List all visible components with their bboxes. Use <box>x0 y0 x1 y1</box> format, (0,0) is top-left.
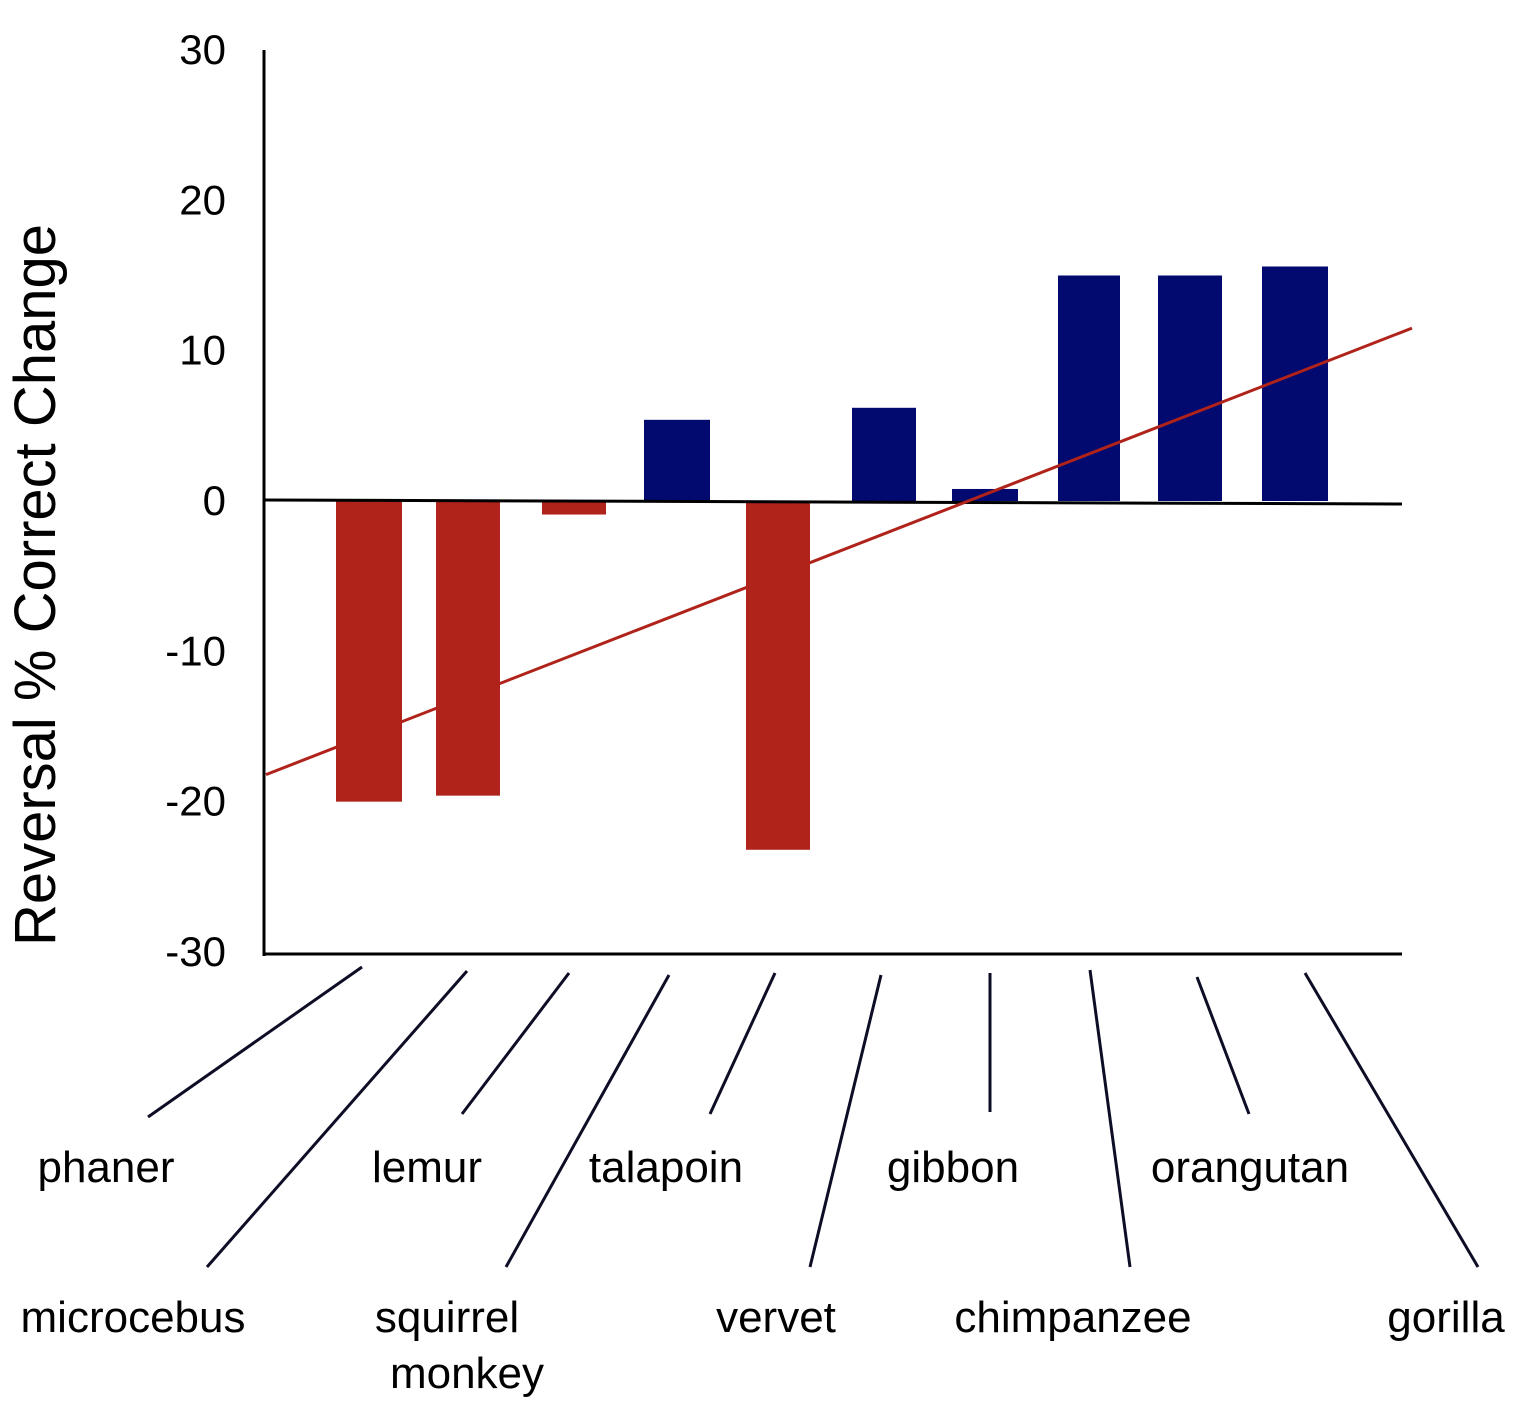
category-leader-lines <box>147 965 1480 1268</box>
y-tick-label: 30 <box>179 26 226 73</box>
leader-line-microcebus <box>205 970 469 1268</box>
category-label-squirrel-monkey: squirrel <box>375 1293 519 1342</box>
bar-phaner <box>336 501 402 802</box>
category-labels: phaner microcebus lemur squirrel monkey talap… <box>21 1143 1506 1398</box>
bar-chimpanzee <box>1058 275 1120 501</box>
leader-line-vervet <box>808 974 883 1268</box>
category-label-orangutan: orangutan <box>1151 1143 1349 1192</box>
y-axis-label: Reversal % Correct Change <box>3 224 68 946</box>
y-tick-label: 0 <box>203 477 226 524</box>
y-axis-ticks: 30 20 10 0 -10 -20 -30 <box>165 26 226 975</box>
leader-line-squirrel-monkey <box>504 974 671 1268</box>
category-label-squirrel-monkey: monkey <box>390 1349 544 1398</box>
leader-line-orangutan <box>1195 976 1251 1115</box>
category-label-lemur: lemur <box>372 1143 482 1192</box>
leader-line-gorilla <box>1303 972 1480 1268</box>
category-label-phaner: phaner <box>37 1143 174 1192</box>
zero-line <box>263 498 1403 506</box>
leader-line-lemur <box>460 972 571 1115</box>
category-label-gibbon: gibbon <box>887 1143 1019 1192</box>
category-label-talapoin: talapoin <box>589 1143 743 1192</box>
leader-line-chimpanzee <box>1088 969 1132 1268</box>
y-tick-label: -20 <box>165 778 226 825</box>
leader-line-talapoin <box>708 972 777 1115</box>
y-tick-label: 20 <box>179 176 226 223</box>
trend-line <box>265 326 1413 777</box>
bar-squirrel-monkey <box>644 419 710 501</box>
bar-lemur <box>542 501 606 515</box>
bars <box>336 266 1328 850</box>
bar-talapoin <box>746 501 810 850</box>
y-tick-label: -30 <box>165 928 226 975</box>
category-label-microcebus: microcebus <box>21 1293 246 1342</box>
bar-orangutan <box>1158 275 1222 501</box>
leader-line-phaner <box>147 965 363 1119</box>
category-label-chimpanzee: chimpanzee <box>954 1293 1191 1342</box>
bar-vervet <box>852 407 916 501</box>
category-label-vervet: vervet <box>716 1293 836 1342</box>
y-tick-label: 10 <box>179 327 226 374</box>
y-tick-label: -10 <box>165 627 226 674</box>
bar-microcebus <box>436 501 500 796</box>
category-label-gorilla: gorilla <box>1387 1293 1505 1342</box>
